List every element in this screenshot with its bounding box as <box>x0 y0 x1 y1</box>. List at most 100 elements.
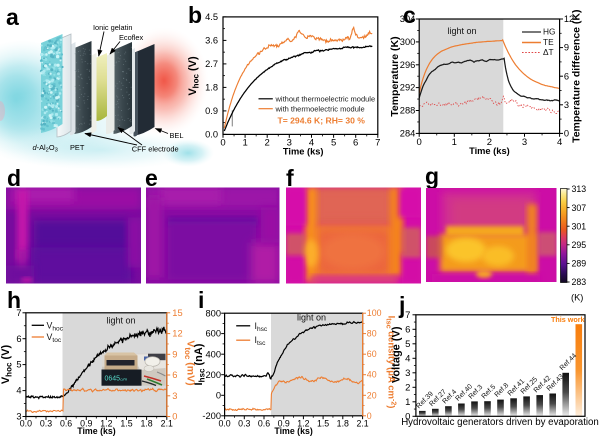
svg-text:0.9: 0.9 <box>80 418 92 428</box>
svg-text:3: 3 <box>287 137 292 148</box>
svg-text:296: 296 <box>400 60 416 70</box>
svg-text:6: 6 <box>172 370 177 380</box>
svg-text:with thermoelectric module: with thermoelectric module <box>275 104 365 113</box>
svg-text:0: 0 <box>220 137 225 148</box>
svg-text:Ref.44: Ref.44 <box>559 352 579 372</box>
svg-text:295: 295 <box>572 240 587 250</box>
svg-text:d-Al2O3: d-Al2O3 <box>33 143 58 154</box>
svg-text:4: 4 <box>16 386 21 396</box>
svg-text:6: 6 <box>353 137 358 148</box>
svg-text:TE: TE <box>543 37 554 47</box>
svg-text:1.8: 1.8 <box>205 83 218 93</box>
svg-text:12: 12 <box>564 14 574 24</box>
svg-text:304: 304 <box>400 14 416 24</box>
svg-text:289: 289 <box>572 259 587 269</box>
svg-text:1.5: 1.5 <box>120 418 132 428</box>
svg-text:T= 294.6 K; RH= 30 %: T= 294.6 K; RH= 30 % <box>278 116 366 126</box>
svg-text:1.2: 1.2 <box>297 418 309 428</box>
svg-text:Temperature (K): Temperature (K) <box>389 36 401 116</box>
svg-text:6: 6 <box>16 334 21 344</box>
svg-text:7: 7 <box>375 137 380 148</box>
svg-text:600: 600 <box>205 329 221 339</box>
svg-text:300: 300 <box>400 37 416 47</box>
svg-text:307: 307 <box>572 203 587 213</box>
svg-text:1: 1 <box>242 137 247 148</box>
svg-text:284: 284 <box>400 129 416 139</box>
svg-text:15: 15 <box>172 308 182 318</box>
svg-text:1.8: 1.8 <box>140 418 152 428</box>
svg-text:7: 7 <box>16 308 21 318</box>
svg-text:2: 2 <box>487 137 492 148</box>
svg-text:20: 20 <box>367 390 377 400</box>
svg-text:Hydrovoltaic generators driven: Hydrovoltaic generators driven by evapor… <box>401 417 599 428</box>
svg-text:0.6: 0.6 <box>60 418 72 428</box>
svg-text:100: 100 <box>367 308 382 318</box>
svg-text:PET: PET <box>70 143 85 152</box>
svg-text:0.9: 0.9 <box>278 418 290 428</box>
svg-text:313: 313 <box>572 184 587 194</box>
svg-text:0.3: 0.3 <box>238 418 250 428</box>
svg-text:Ionic gelatin: Ionic gelatin <box>93 23 132 32</box>
svg-text:2.1: 2.1 <box>161 418 173 428</box>
svg-text:288: 288 <box>400 106 416 116</box>
svg-text:0.0: 0.0 <box>218 418 230 428</box>
svg-text:60: 60 <box>367 349 377 359</box>
svg-text:This work: This work <box>551 315 585 324</box>
svg-text:Ihsc (nA): Ihsc (nA) <box>193 343 207 385</box>
svg-text:7: 7 <box>405 310 410 321</box>
svg-text:Itsc density (μA cm-2): Itsc density (μA cm-2) <box>384 316 396 409</box>
svg-text:3: 3 <box>172 391 177 401</box>
svg-text:0.9: 0.9 <box>205 106 218 116</box>
svg-text:5: 5 <box>16 360 21 370</box>
svg-text:Itsc: Itsc <box>255 335 267 347</box>
svg-text:light on: light on <box>297 313 326 323</box>
svg-text:301: 301 <box>572 221 587 231</box>
svg-text:1: 1 <box>405 397 410 408</box>
svg-text:light on: light on <box>106 316 135 326</box>
svg-text:0.0: 0.0 <box>205 130 218 140</box>
svg-text:Vtoc: Vtoc <box>47 332 62 344</box>
svg-text:-200: -200 <box>202 411 221 421</box>
svg-text:0.6: 0.6 <box>258 418 270 428</box>
svg-text:12: 12 <box>172 329 182 339</box>
svg-text:80: 80 <box>367 329 377 339</box>
svg-text:2: 2 <box>265 137 270 148</box>
svg-text:1.8: 1.8 <box>337 418 349 428</box>
svg-text:400: 400 <box>205 349 221 359</box>
svg-text:3.6: 3.6 <box>205 36 218 46</box>
svg-text:Time (ks): Time (ks) <box>274 426 313 436</box>
svg-text:2.1: 2.1 <box>356 418 368 428</box>
svg-text:Ecoflex: Ecoflex <box>119 33 144 42</box>
svg-text:Ihsc: Ihsc <box>255 321 268 333</box>
svg-text:6: 6 <box>405 325 410 336</box>
svg-text:ΔT: ΔT <box>543 47 554 57</box>
svg-text:BEL: BEL <box>170 131 184 140</box>
svg-text:HG: HG <box>543 27 555 37</box>
svg-text:800: 800 <box>205 308 221 318</box>
svg-text:4: 4 <box>309 137 314 148</box>
svg-text:9: 9 <box>564 43 569 53</box>
svg-text:0: 0 <box>172 412 177 422</box>
svg-text:3: 3 <box>522 137 527 148</box>
svg-text:3: 3 <box>564 100 569 110</box>
svg-text:283: 283 <box>572 277 587 287</box>
svg-text:0: 0 <box>216 390 221 400</box>
svg-text:5: 5 <box>331 137 336 148</box>
svg-text:2: 2 <box>405 383 410 394</box>
svg-text:4: 4 <box>405 354 410 365</box>
svg-text:1.5: 1.5 <box>317 418 329 428</box>
svg-text:40: 40 <box>367 370 377 380</box>
svg-text:Vhoc (V): Vhoc (V) <box>187 56 201 96</box>
svg-text:Time (ks): Time (ks) <box>283 147 324 157</box>
svg-text:0: 0 <box>417 137 422 148</box>
svg-text:Voltage (V): Voltage (V) <box>391 326 403 383</box>
svg-text:3: 3 <box>405 368 410 379</box>
svg-text:1.2: 1.2 <box>100 418 112 428</box>
svg-text:Time (ks): Time (ks) <box>77 426 116 436</box>
svg-text:Vhoc (V): Vhoc (V) <box>0 345 14 385</box>
svg-text:0.3: 0.3 <box>40 418 52 428</box>
svg-text:Temperature difference (K): Temperature difference (K) <box>571 9 583 142</box>
svg-text:2.7: 2.7 <box>205 59 218 69</box>
svg-text:without thermoelectric module: without thermoelectric module <box>275 95 376 104</box>
svg-text:0.0: 0.0 <box>20 418 32 428</box>
